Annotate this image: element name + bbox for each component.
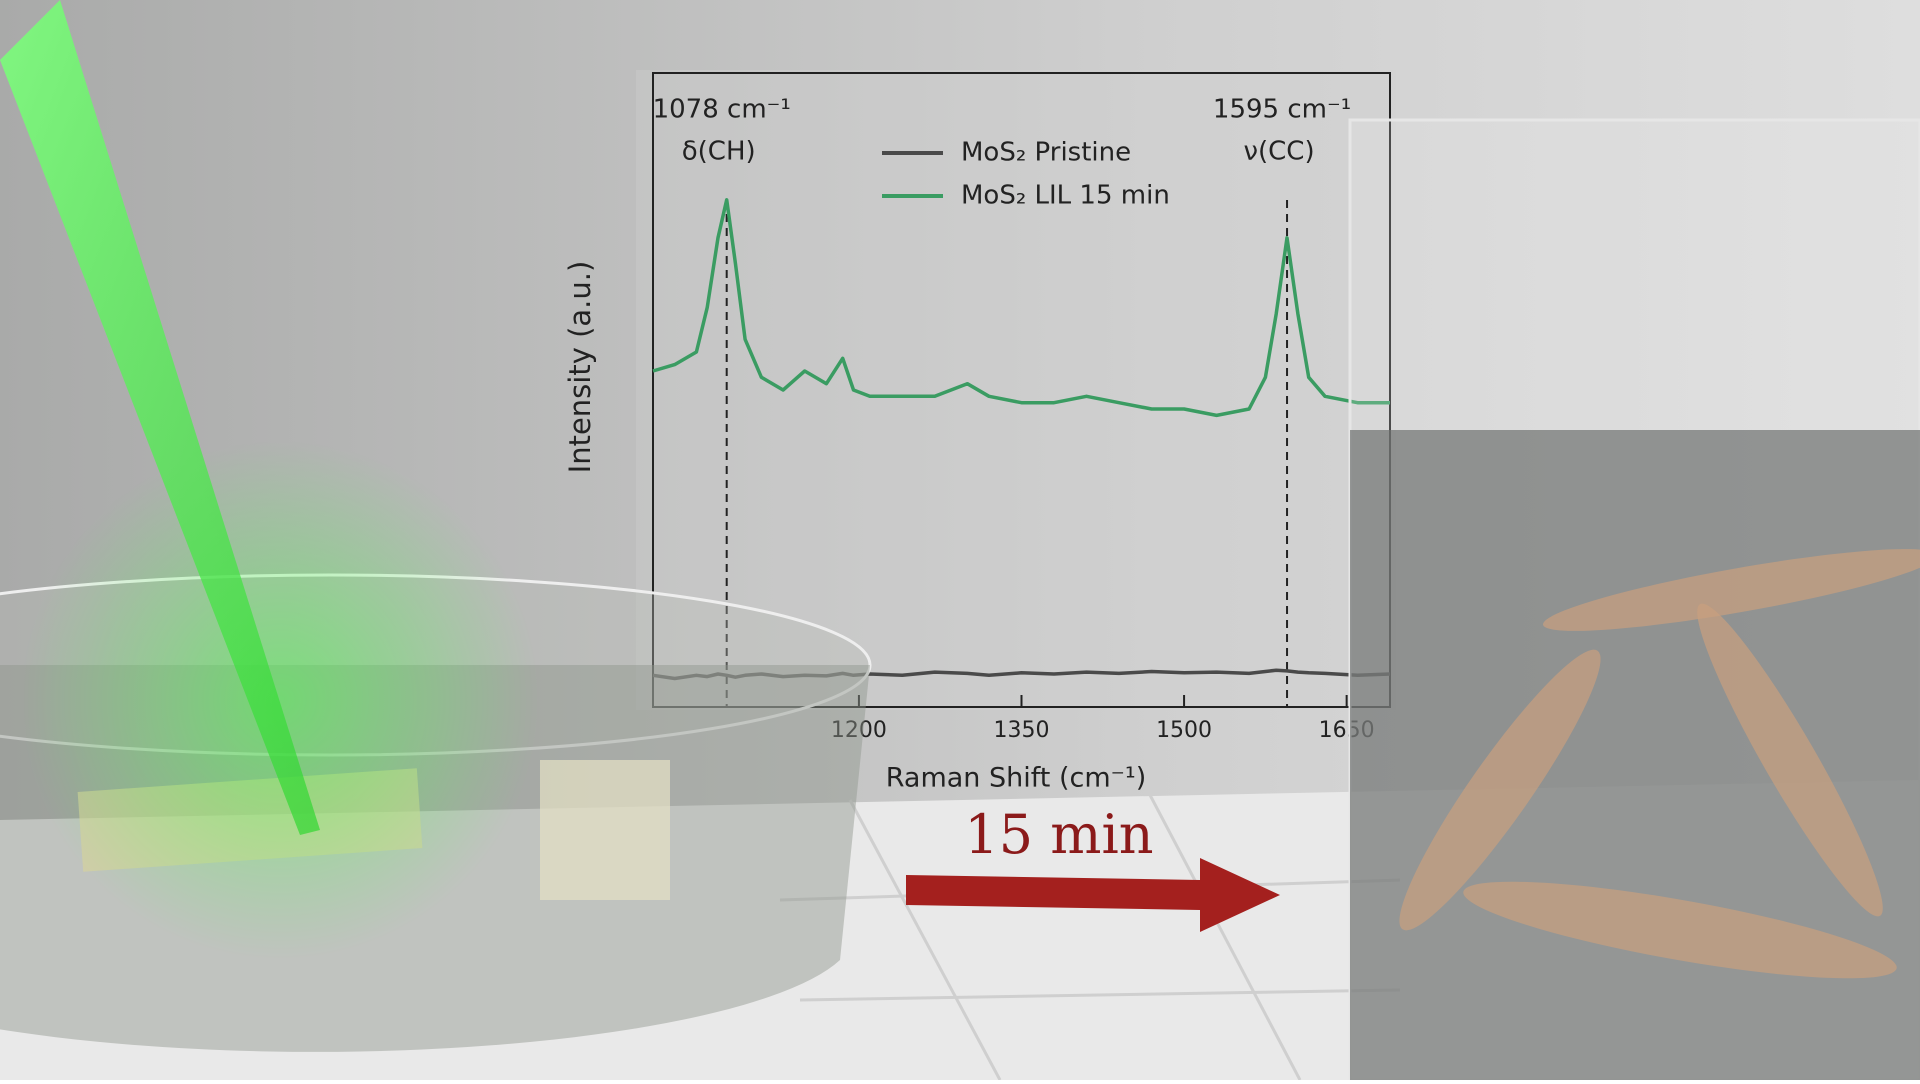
legend: MoS₂ Pristine MoS₂ LIL 15 min	[882, 138, 1170, 211]
laser-beam	[0, 0, 320, 835]
laser-glow	[20, 440, 540, 960]
beaker-liquid	[1350, 430, 1920, 1080]
arrow	[906, 858, 1280, 932]
tiles	[779, 794, 1401, 1081]
x-tick-label: 1350	[994, 718, 1050, 743]
series-line	[652, 198, 1390, 418]
annotation-label: ν(CC)	[1243, 137, 1314, 167]
legend-label: MoS₂ LIL 15 min	[961, 181, 1170, 211]
chart-panel	[636, 70, 1396, 710]
series-line	[652, 668, 1391, 681]
arrow-label: 15 min	[964, 803, 1153, 866]
particles	[1399, 549, 1920, 979]
annotation-text: 1595 cm⁻¹	[1213, 95, 1351, 125]
x-tick-label: 1200	[831, 718, 887, 743]
x-tick-label: 1500	[1156, 718, 1212, 743]
legend-label: MoS₂ Pristine	[961, 138, 1131, 168]
annotation-label: δ(CH)	[682, 137, 756, 167]
y-axis-label: Intensity (a.u.)	[563, 261, 597, 474]
x-axis-label: Raman Shift (cm⁻¹)	[886, 763, 1147, 794]
annotation-text: 1078 cm⁻¹	[653, 95, 791, 125]
sample	[540, 760, 670, 900]
